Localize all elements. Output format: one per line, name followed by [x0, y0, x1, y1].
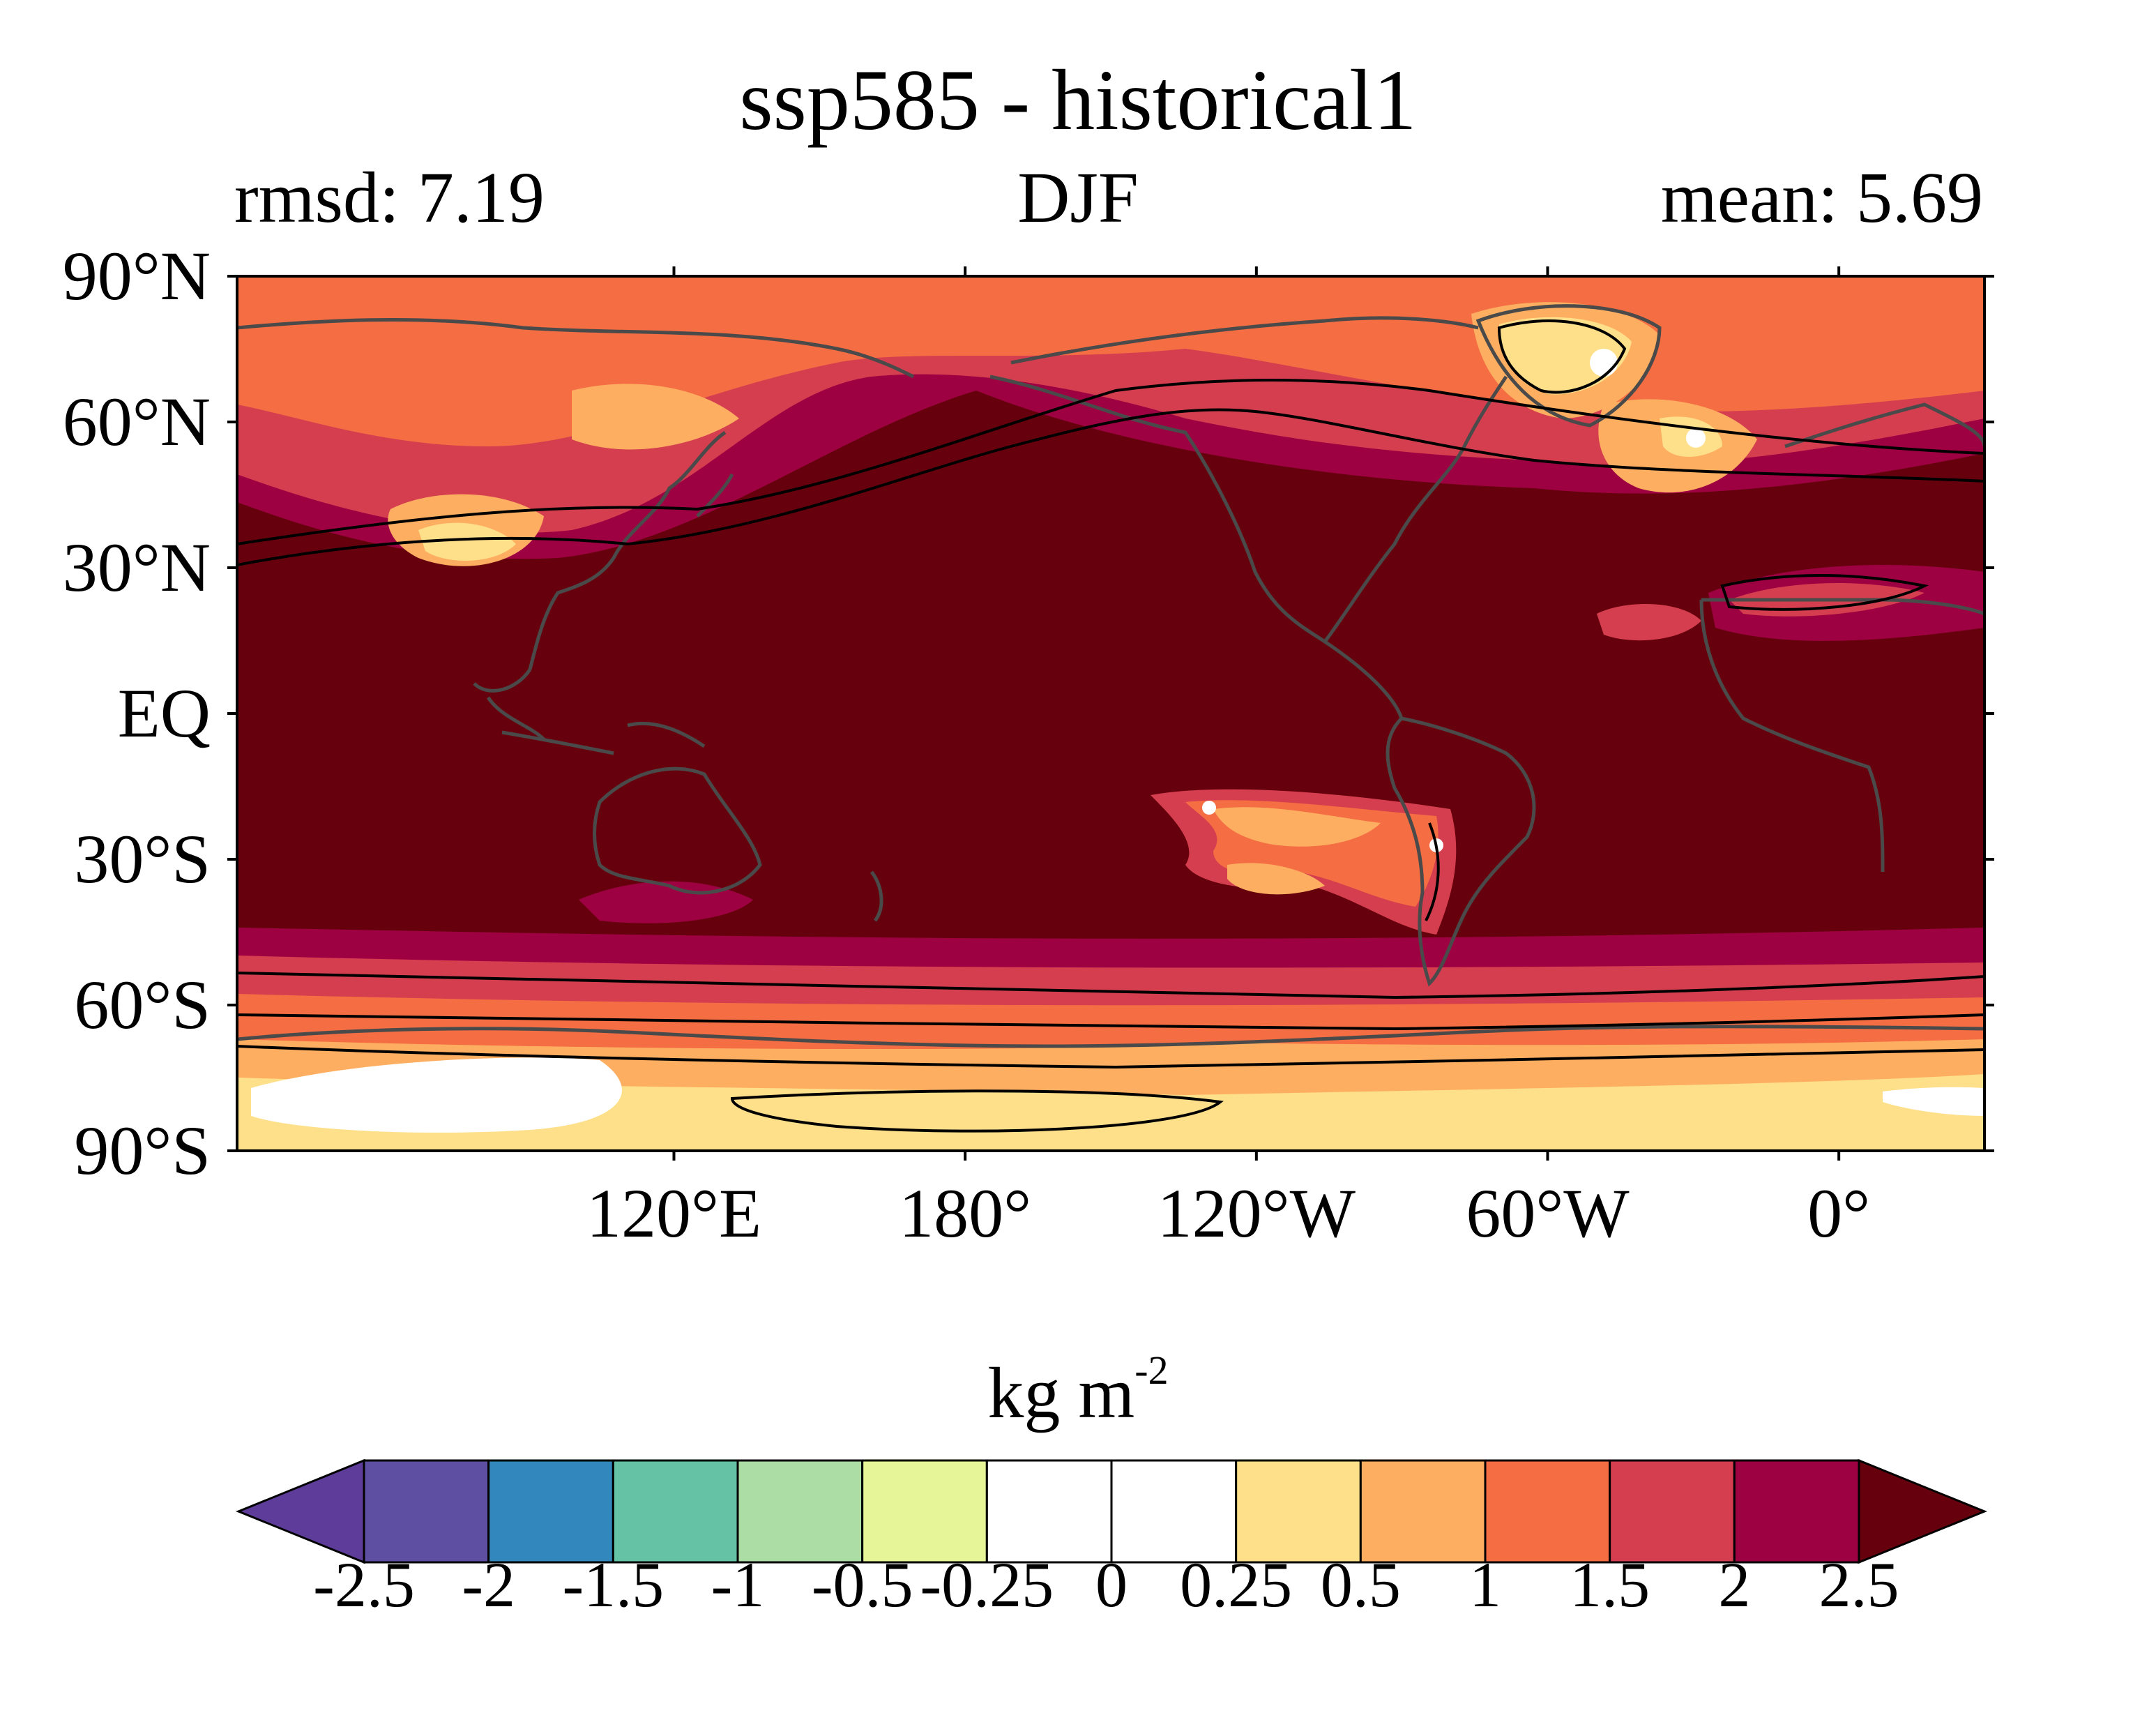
rmsd-label: rmsd: 7.19 — [234, 158, 545, 238]
colorbar-tick-label: -1.5 — [562, 1549, 665, 1620]
colorbar-swatch — [1359, 1459, 1487, 1564]
colorbar-label: kg m-2 — [987, 1347, 1169, 1433]
colorbar-swatch — [612, 1459, 739, 1564]
colorbar-extend-high — [1858, 1458, 1987, 1564]
colorbar-tick-label: -0.25 — [920, 1549, 1054, 1620]
colorbar — [236, 1458, 1987, 1564]
colorbar-tick-label: 1 — [1469, 1549, 1501, 1620]
colorbar-swatch — [1110, 1459, 1238, 1564]
lon-label: 120°W — [1157, 1175, 1356, 1252]
colorbar-swatch — [1609, 1459, 1736, 1564]
colorbar-swatch — [861, 1459, 988, 1564]
map-field — [237, 276, 1984, 1151]
lat-label: 90°N — [62, 237, 211, 315]
season-label: DJF — [1017, 158, 1139, 238]
lon-label: 0° — [1807, 1175, 1871, 1252]
colorbar-extend-low — [236, 1458, 365, 1564]
colorbar-tick-label: -2 — [462, 1549, 515, 1620]
lat-label: 90°S — [74, 1112, 211, 1189]
colorbar-tick-label: 2.5 — [1819, 1549, 1899, 1620]
lat-label: 30°S — [74, 820, 211, 898]
colorbar-tick-label: -2.5 — [313, 1549, 415, 1620]
lat-label: 60°S — [74, 966, 211, 1043]
colorbar-tick-label: -0.5 — [811, 1549, 913, 1620]
lat-label: 60°N — [62, 383, 211, 460]
coastlines — [237, 304, 1984, 1048]
colorbar-swatch — [363, 1459, 490, 1564]
map-title: ssp585 - historical1 — [739, 52, 1417, 148]
colorbar-swatch — [1733, 1459, 1860, 1564]
colorbar-tick-label: 0 — [1095, 1549, 1128, 1620]
mean-label: mean: 5.69 — [1660, 158, 1983, 238]
colorbar-tick-label: 2 — [1718, 1549, 1751, 1620]
colorbar-swatch — [985, 1459, 1113, 1564]
colorbar-swatch — [1484, 1459, 1611, 1564]
lat-label: 30°N — [62, 529, 211, 606]
colorbar-swatch — [1235, 1459, 1362, 1564]
axis-ticks — [227, 266, 1994, 1161]
lon-label: 180° — [899, 1175, 1032, 1252]
lat-label: EQ — [117, 674, 211, 752]
colorbar-tick-label: 1.5 — [1570, 1549, 1650, 1620]
colorbar-swatch — [487, 1459, 614, 1564]
lon-label: 60°W — [1466, 1175, 1630, 1252]
colorbar-tick-label: 0.5 — [1320, 1549, 1401, 1620]
colorbar-swatch — [736, 1459, 864, 1564]
colorbar-tick-label: 0.25 — [1180, 1549, 1293, 1620]
colorbar-tick-label: -1 — [711, 1549, 765, 1620]
lon-label: 120°E — [586, 1175, 762, 1252]
contour-lines — [237, 319, 1984, 1133]
